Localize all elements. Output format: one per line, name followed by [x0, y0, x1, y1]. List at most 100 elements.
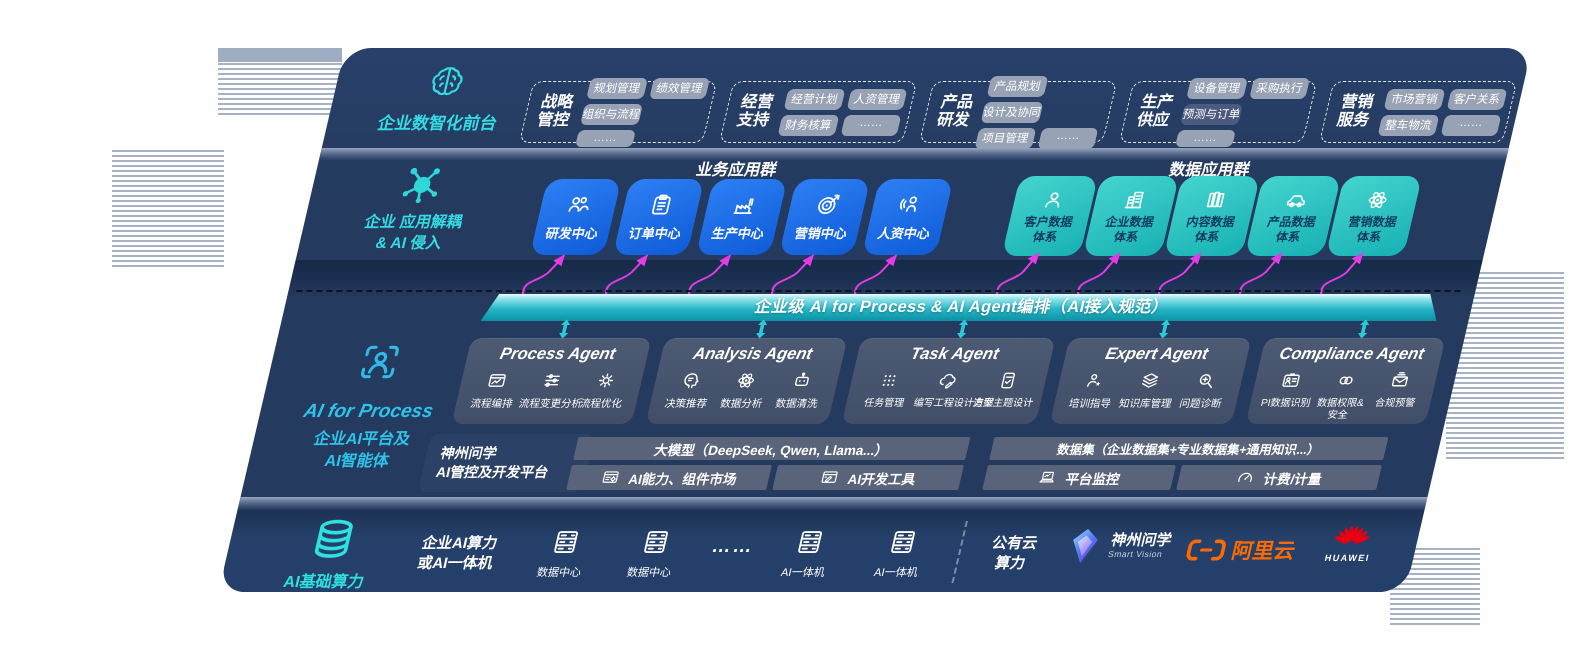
- tile-enterprise-data: 企业数据 体系: [1082, 176, 1180, 256]
- decor-stripe-cap: [218, 48, 342, 62]
- module-chip: 设计及协同: [980, 101, 1044, 123]
- architecture-panel: 企业数智化前台 战略 管控 规划管理 绩效管理 组织与流程 …… 经营 支持 经营计…: [218, 48, 1533, 592]
- huawei-flower-icon: [1335, 526, 1370, 544]
- tile-product-data: 产品数据 体系: [1244, 176, 1342, 256]
- business-apps-title: 业务应用群: [694, 162, 779, 179]
- expert-agent-box: Expert Agent 培训指导 知识库管理 问题诊断: [1049, 338, 1252, 424]
- llm-bar: 大模型（DeepSeek, Qwen, Llama...）: [573, 437, 971, 460]
- tile-content-data: 内容数据 体系: [1163, 176, 1261, 256]
- gear-icon: [593, 370, 619, 391]
- enterprise-compute-label: 企业AI算力 或AI一体机: [415, 535, 500, 573]
- molecule-icon: [394, 160, 451, 206]
- head-chip-icon: [678, 370, 704, 391]
- scan-person-icon: [353, 340, 407, 384]
- module-chip: 项目管理: [974, 127, 1036, 149]
- decor-stripes-left: [112, 150, 224, 268]
- group-production-supply: 生产 供应 设备管理 采购执行 预测与订单 ……: [1118, 77, 1318, 147]
- server-icon: [548, 527, 585, 557]
- vendor-huawei: HUAWEI: [1311, 522, 1391, 563]
- brain-icon: [424, 62, 471, 100]
- ai-appliance-node: AI一体机: [761, 527, 853, 580]
- people-wave-icon: [894, 192, 926, 218]
- server-icon: [638, 527, 675, 557]
- module-chip: 市场营销: [1383, 88, 1446, 110]
- tablet-check-icon: [995, 370, 1021, 391]
- module-chip: 设备管理: [1186, 77, 1248, 99]
- books-icon: [1201, 188, 1231, 212]
- datacenter-node: 数据中心: [517, 527, 609, 580]
- group-marketing-service: 营销 服务 市场营销 客户关系 整车物流 ……: [1318, 81, 1518, 143]
- person-icon: [1039, 188, 1069, 212]
- magnifier-icon: [1193, 370, 1219, 391]
- module-chip: ……: [1175, 129, 1236, 147]
- factory-icon: [728, 192, 760, 218]
- data-app-tiles: 客户数据 体系 企业数据 体系 内容数据 体系 产品数据 体系 营销数据 体系: [1001, 176, 1423, 256]
- boundary-dashed-line: [296, 290, 1461, 292]
- server-icon: [885, 527, 922, 557]
- server-icon: [792, 527, 829, 557]
- clipboard-icon: [645, 192, 677, 218]
- module-chip-highlighted: 预测与订单: [1180, 103, 1243, 125]
- front-office-groups: 战略 管控 规划管理 绩效管理 组织与流程 …… 经营 支持 经营计划 人资管理 财…: [518, 75, 1518, 149]
- car-icon: [1282, 188, 1312, 212]
- tile-customer-data: 客户数据 体系: [1001, 176, 1099, 256]
- ai-appliance-node: AI一体机: [854, 527, 946, 580]
- front-office-label: 企业数智化前台: [351, 62, 536, 134]
- tile-order-center: 订单中心: [612, 179, 705, 255]
- cloud-pen-icon: [936, 370, 962, 391]
- module-chip: 经营计划: [783, 88, 846, 110]
- window-pen-icon: [818, 468, 841, 487]
- tile-hr-center: 人资中心: [861, 179, 954, 255]
- sliders-icon: [539, 370, 565, 391]
- group-operation: 经营 支持 经营计划 人资管理 财务核算 ……: [718, 81, 918, 143]
- module-chip: 产品规划: [986, 75, 1049, 97]
- datacenter-node: 数据中心: [607, 527, 699, 580]
- agent-boxes: Process Agent 流程编排 流程变更分析 流程优化 Analysis …: [451, 338, 1446, 424]
- decoupling-label: 企业 应用解耦 & AI 侵入: [321, 160, 513, 255]
- monitoring-bar: 平台监控: [982, 465, 1176, 490]
- module-chip: ……: [575, 129, 636, 147]
- tile-marketing-data: 营销数据 体系: [1325, 176, 1423, 256]
- module-chip: 采购执行: [1248, 77, 1311, 99]
- task-agent-box: Task Agent 任务管理 编写工程设计方案 造型主题设计: [841, 338, 1056, 424]
- alibaba-cloud-icon: [1186, 539, 1226, 561]
- gauge-icon: [1234, 468, 1257, 487]
- public-cloud-label: 公有云 算力: [990, 535, 1040, 573]
- target-icon: [811, 192, 843, 218]
- business-app-tiles: 研发中心 订单中心 生产中心 营销中心 人资中心: [529, 179, 954, 255]
- building-icon: [1120, 188, 1150, 212]
- trainer-icon: [1082, 370, 1108, 391]
- tile-rd-center: 研发中心: [529, 179, 622, 255]
- module-chip: 人资管理: [846, 88, 908, 110]
- id-card-icon: [1278, 370, 1304, 391]
- rings-icon: [1333, 370, 1359, 391]
- module-chip: 整车物流: [1377, 114, 1440, 136]
- module-chip: 客户关系: [1446, 88, 1508, 110]
- compliance-agent-box: Compliance Agent PI数据识别 数据权限&安全 合规预警: [1245, 338, 1446, 424]
- module-chip: 组织与流程: [580, 103, 643, 125]
- robot-icon: [789, 370, 815, 391]
- tile-production-center: 生产中心: [695, 179, 788, 255]
- billing-bar: 计费/计量: [1176, 465, 1382, 490]
- group-strategy: 战略 管控 规划管理 绩效管理 组织与流程 ……: [518, 77, 718, 147]
- group-product-rd: 产品 研发 产品规划 设计及协同 项目管理 ……: [918, 75, 1118, 149]
- team-icon: [562, 192, 594, 218]
- window-gear-icon: [599, 468, 622, 487]
- front-office-title: 企业数智化前台: [375, 114, 500, 133]
- section-divider: [237, 497, 1428, 510]
- devtools-bar: AI开发工具: [772, 465, 964, 490]
- module-chip: 规划管理: [586, 77, 648, 99]
- atom-icon: [734, 370, 760, 391]
- module-chip: ……: [840, 114, 902, 136]
- process-agent-box: Process Agent 流程编排 流程变更分析 流程优化: [451, 338, 652, 424]
- module-chip: ……: [1037, 127, 1099, 149]
- atom-icon: [1363, 188, 1393, 212]
- vendor-alibaba-cloud: 阿里云: [1183, 535, 1299, 565]
- smartvision-diamond-logo: [1073, 528, 1098, 564]
- mail-alert-icon: [1387, 370, 1413, 391]
- laptop-chart-icon: [1036, 468, 1059, 487]
- capability-market-bar: AI能力、组件市场: [566, 465, 772, 490]
- depth-band: [286, 260, 1483, 298]
- database-icon: [305, 516, 362, 562]
